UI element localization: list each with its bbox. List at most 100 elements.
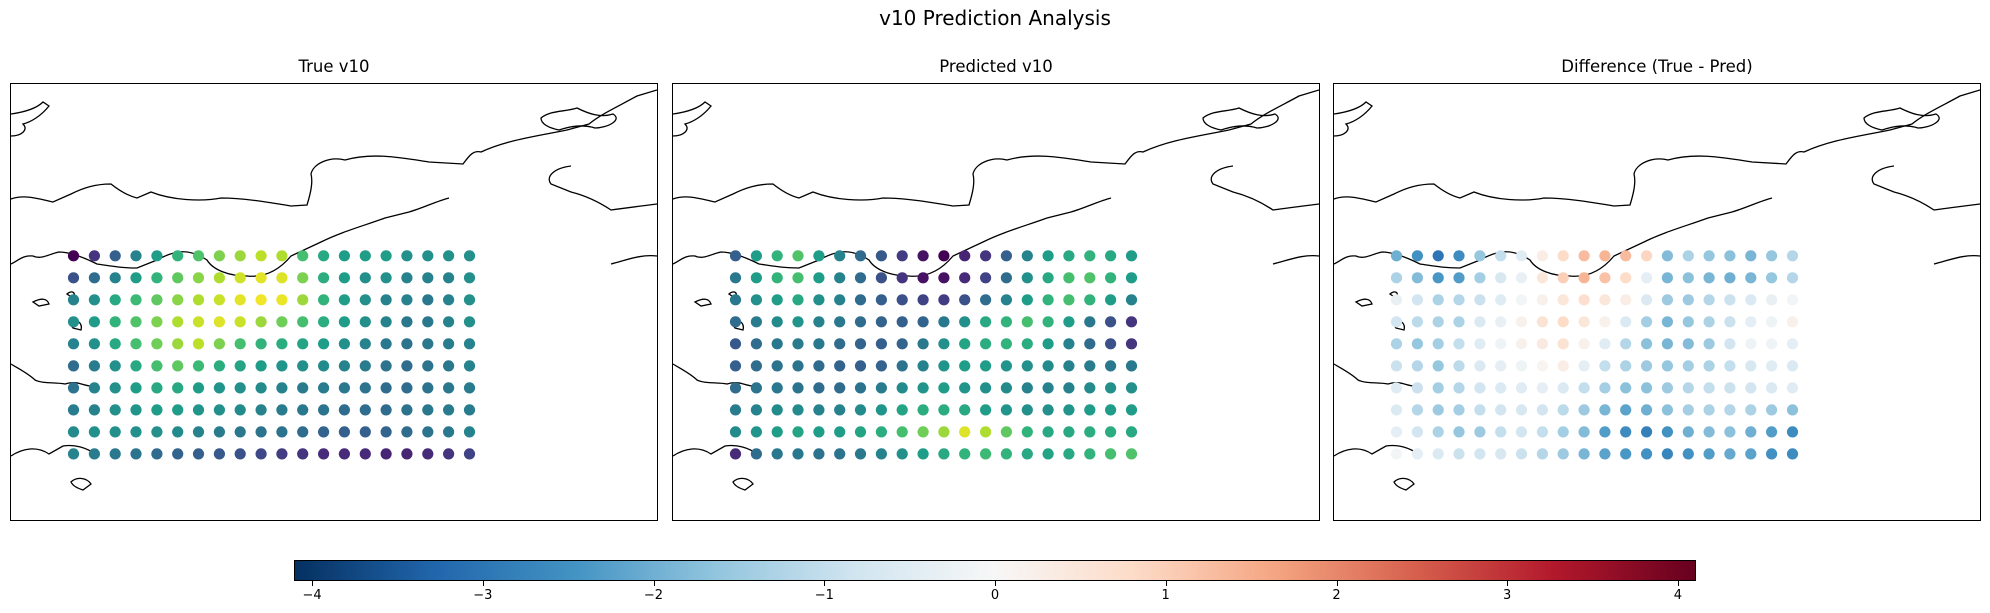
colorbar-tick [1336, 580, 1338, 586]
data-point [276, 360, 288, 372]
data-point [980, 338, 992, 350]
data-point [854, 382, 867, 394]
data-point [729, 338, 742, 350]
data-point [192, 316, 205, 328]
data-point [1786, 294, 1799, 306]
data-point [959, 382, 971, 394]
data-point [130, 448, 142, 460]
data-point [917, 250, 929, 262]
data-point [959, 294, 971, 306]
data-point [172, 382, 184, 394]
panel-title-pred: Predicted v10 [939, 57, 1053, 76]
data-point [151, 404, 163, 416]
data-point [359, 382, 371, 394]
data-point [1084, 316, 1096, 328]
data-point [771, 404, 783, 416]
data-point [1390, 250, 1403, 262]
data-point [854, 404, 867, 416]
data-point [1745, 338, 1757, 350]
data-point [1105, 338, 1117, 350]
data-point [1495, 426, 1507, 438]
colorbar-tick [824, 580, 826, 586]
data-point [875, 382, 887, 394]
data-point [318, 338, 330, 350]
data-point [1724, 382, 1736, 394]
coastline-7 [1871, 165, 1980, 211]
data-point [1578, 338, 1590, 350]
map-svg-true [11, 89, 657, 491]
data-point [1620, 404, 1632, 416]
data-point [213, 338, 225, 350]
data-point [1620, 360, 1632, 372]
data-point [1599, 360, 1611, 372]
data-point [1021, 294, 1033, 306]
data-point [1432, 250, 1444, 262]
data-point [1021, 250, 1033, 262]
data-point [255, 382, 267, 394]
data-point [67, 426, 80, 438]
data-point [1042, 338, 1054, 350]
data-point [1620, 316, 1632, 328]
data-point [338, 382, 350, 394]
data-point [359, 294, 371, 306]
colorbar-gradient [294, 560, 1696, 581]
data-point [1474, 448, 1486, 460]
data-point [1557, 250, 1569, 262]
data-point [380, 360, 392, 372]
data-point [938, 360, 950, 372]
data-point [1411, 382, 1423, 394]
data-point [130, 382, 142, 394]
data-point [172, 360, 184, 372]
data-point [1536, 382, 1548, 394]
data-point [1453, 316, 1465, 328]
data-point [1000, 448, 1012, 460]
data-point [1536, 360, 1548, 372]
coastline-3 [11, 363, 92, 387]
coastline-1 [673, 89, 1319, 207]
data-point [980, 360, 992, 372]
data-point [109, 360, 121, 372]
data-point [109, 338, 121, 350]
data-point [1599, 294, 1611, 306]
data-point [1557, 360, 1569, 372]
data-point [1724, 404, 1736, 416]
data-point [1495, 338, 1507, 350]
data-point [1682, 250, 1694, 262]
data-point [1620, 448, 1632, 460]
data-point [297, 338, 309, 350]
data-point [276, 382, 288, 394]
data-point [443, 404, 455, 416]
data-point [1000, 316, 1012, 328]
data-point [192, 272, 205, 284]
data-point [1084, 338, 1096, 350]
data-point [1125, 294, 1138, 306]
data-point [422, 316, 434, 328]
data-point [813, 360, 825, 372]
data-point [130, 404, 142, 416]
data-point [1000, 250, 1012, 262]
data-point [1682, 448, 1694, 460]
data-point [854, 360, 867, 372]
data-point [771, 448, 783, 460]
data-point [1432, 338, 1444, 350]
data-point [401, 294, 413, 306]
figure-title: v10 Prediction Analysis [879, 6, 1111, 30]
data-point [813, 404, 825, 416]
data-point [1724, 272, 1736, 284]
data-point [1641, 382, 1653, 394]
data-point [1063, 404, 1075, 416]
data-point [338, 360, 350, 372]
data-point [192, 426, 205, 438]
data-point [917, 294, 929, 306]
data-point [1390, 426, 1403, 438]
data-point [1599, 272, 1611, 284]
data-point [1620, 250, 1632, 262]
data-point [1432, 360, 1444, 372]
data-point [88, 426, 100, 438]
colorbar-tick [1165, 580, 1167, 586]
data-point [1599, 338, 1611, 350]
data-point [109, 250, 121, 262]
data-point [1021, 426, 1033, 438]
data-point [463, 448, 476, 460]
data-point [1411, 360, 1423, 372]
